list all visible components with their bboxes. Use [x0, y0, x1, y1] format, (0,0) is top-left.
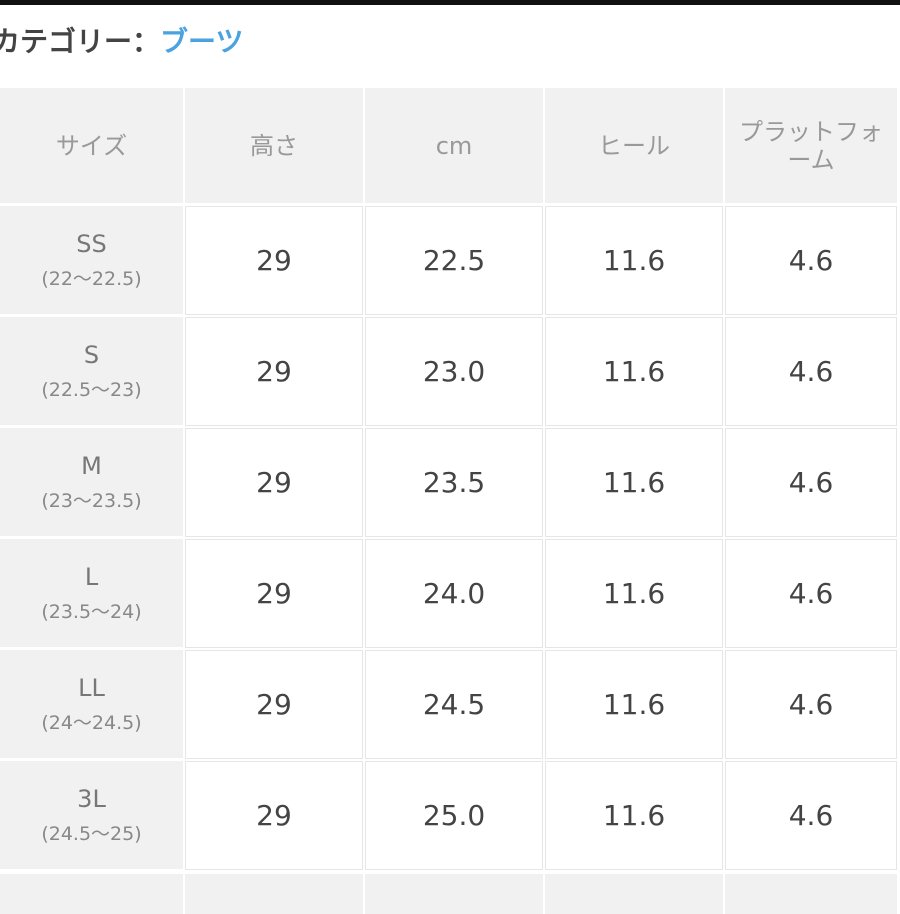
- value-cell: 29: [185, 317, 363, 426]
- value-cell: 4.6: [725, 206, 897, 315]
- column-header: サイズ: [0, 88, 183, 203]
- value-cell: 11.6: [545, 317, 723, 426]
- category-header: カテゴリー：ブーツ: [0, 20, 243, 60]
- size-range: (22〜22.5): [41, 267, 142, 290]
- value-cell: 22.5: [365, 206, 543, 315]
- next-row: [365, 874, 543, 914]
- column-header: プラットフォーム: [725, 88, 897, 203]
- value-cell: 4.6: [725, 428, 897, 537]
- size-cell: LL (24〜24.5): [0, 650, 183, 758]
- size-name: M: [81, 451, 102, 480]
- value-cell: 11.6: [545, 206, 723, 315]
- value-cell: 24.0: [365, 539, 543, 648]
- value-cell: 23.5: [365, 428, 543, 537]
- value-cell: 4.6: [725, 650, 897, 759]
- value-cell: 4.6: [725, 761, 897, 870]
- value-cell: 29: [185, 206, 363, 315]
- next-row: [725, 874, 897, 914]
- category-label: カテゴリー：: [0, 25, 161, 58]
- column-header: ヒール: [545, 88, 723, 203]
- size-name: SS: [76, 229, 107, 258]
- value-cell: 29: [185, 761, 363, 870]
- size-cell: L (23.5〜24): [0, 539, 183, 647]
- size-cell: M (23〜23.5): [0, 428, 183, 536]
- next-row: [0, 874, 183, 914]
- value-cell: 11.6: [545, 428, 723, 537]
- next-row: [185, 874, 363, 914]
- size-range: (23.5〜24): [41, 600, 142, 623]
- size-cell: S (22.5〜23): [0, 317, 183, 425]
- value-cell: 11.6: [545, 650, 723, 759]
- top-bar: [0, 0, 900, 5]
- value-cell: 25.0: [365, 761, 543, 870]
- size-range: (22.5〜23): [41, 378, 142, 401]
- size-name: S: [83, 340, 100, 369]
- column-header: cm: [365, 88, 543, 203]
- size-name: LL: [78, 673, 105, 702]
- value-cell: 29: [185, 539, 363, 648]
- value-cell: 11.6: [545, 761, 723, 870]
- column-header: 高さ: [185, 88, 363, 203]
- size-cell: 3L (24.5〜25): [0, 761, 183, 869]
- size-name: 3L: [77, 784, 106, 813]
- size-range: (24〜24.5): [41, 711, 142, 734]
- value-cell: 29: [185, 428, 363, 537]
- size-name: L: [84, 562, 99, 591]
- size-range: (23〜23.5): [41, 489, 142, 512]
- value-cell: 29: [185, 650, 363, 759]
- next-row: [545, 874, 723, 914]
- value-cell: 24.5: [365, 650, 543, 759]
- value-cell: 11.6: [545, 539, 723, 648]
- size-cell: SS (22〜22.5): [0, 206, 183, 314]
- value-cell: 4.6: [725, 539, 897, 648]
- category-value: ブーツ: [160, 25, 244, 58]
- value-cell: 4.6: [725, 317, 897, 426]
- size-range: (24.5〜25): [41, 822, 142, 845]
- value-cell: 23.0: [365, 317, 543, 426]
